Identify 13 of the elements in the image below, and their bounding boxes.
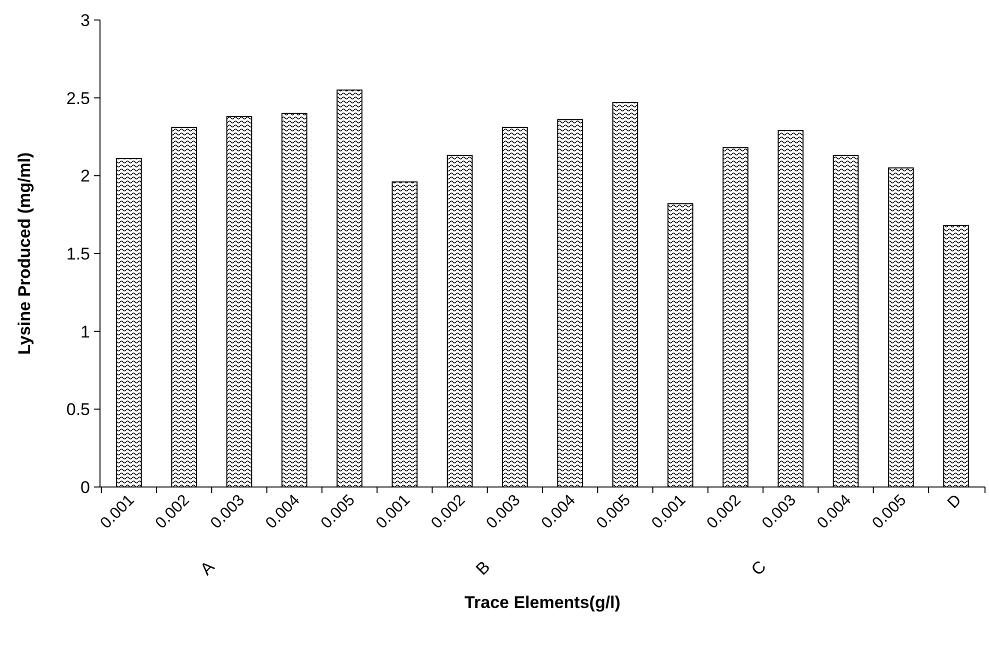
- y-tick-label: 1.5: [66, 244, 90, 264]
- text: B: [472, 557, 494, 579]
- x-tick-label: D: [944, 492, 965, 512]
- text: A: [196, 556, 219, 579]
- x-axis-title: Trace Elements(g/l): [464, 593, 620, 612]
- y-axis-title: Lysine Produced (mg/ml): [15, 152, 34, 355]
- y-tick-label: 0.5: [66, 400, 90, 420]
- y-tick-label: 1: [80, 322, 90, 342]
- y-tick-label: 2.5: [66, 88, 90, 108]
- text: C: [748, 557, 770, 580]
- y-tick-label: 2: [80, 166, 90, 186]
- y-tick-label: 3: [80, 10, 90, 30]
- y-tick-label: 0: [80, 478, 90, 497]
